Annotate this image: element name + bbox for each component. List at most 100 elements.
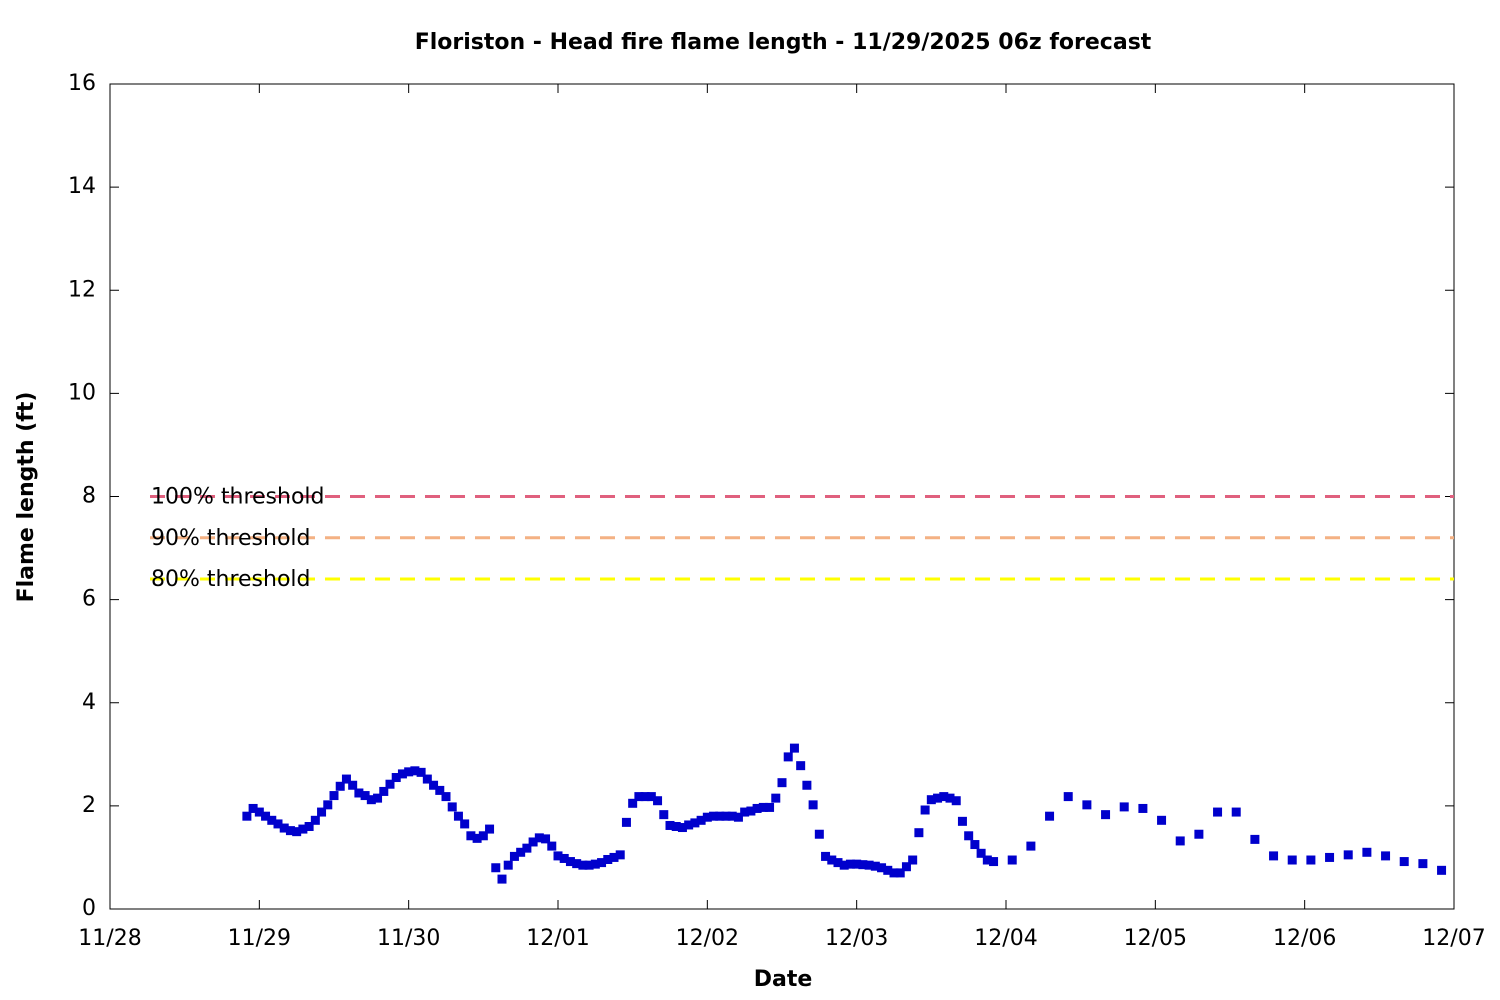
data-point <box>590 859 600 869</box>
data-point <box>1325 852 1335 862</box>
x-tick-label: 11/28 <box>78 926 141 951</box>
data-point <box>279 823 289 833</box>
data-point <box>366 795 376 805</box>
data-point <box>572 859 582 869</box>
y-tick-label: 14 <box>68 174 96 199</box>
data-point <box>883 865 893 875</box>
data-point <box>261 811 271 821</box>
data-point <box>435 785 445 795</box>
data-point <box>341 774 351 784</box>
data-point <box>597 858 607 868</box>
data-point <box>1045 811 1055 821</box>
data-point <box>497 874 507 884</box>
data-point <box>254 807 264 817</box>
data-point <box>267 815 277 825</box>
data-point <box>634 792 644 802</box>
data-point <box>901 862 911 872</box>
data-point <box>827 855 837 865</box>
data-point <box>285 826 295 836</box>
data-point <box>702 812 712 822</box>
data-point <box>503 860 513 870</box>
x-tick-label: 12/04 <box>974 926 1037 951</box>
data-point <box>1194 829 1204 839</box>
data-point <box>920 805 930 815</box>
data-point <box>460 819 470 829</box>
data-point <box>771 793 781 803</box>
data-point <box>721 811 731 821</box>
data-point <box>416 767 426 777</box>
y-tick-label: 10 <box>68 380 96 405</box>
data-point <box>677 823 687 833</box>
x-tick-label: 12/05 <box>1124 926 1187 951</box>
y-tick-label: 16 <box>68 71 96 96</box>
data-point <box>908 855 918 865</box>
data-point <box>1381 851 1391 861</box>
data-point <box>348 780 358 790</box>
data-point <box>317 807 327 817</box>
data-point <box>696 815 706 825</box>
data-point <box>982 855 992 865</box>
data-point <box>939 792 949 802</box>
data-point <box>1101 810 1111 820</box>
data-point <box>329 791 339 801</box>
data-point <box>565 857 575 867</box>
data-point <box>1082 800 1092 810</box>
data-point <box>852 859 862 869</box>
y-axis-label: Flame length (ft) <box>14 392 39 603</box>
data-point <box>864 860 874 870</box>
data-point <box>671 822 681 831</box>
data-point <box>360 791 370 801</box>
data-point <box>976 848 986 858</box>
data-point <box>933 793 943 803</box>
y-tick-label: 12 <box>68 277 96 302</box>
data-point <box>1213 807 1223 817</box>
data-point <box>354 788 364 798</box>
data-point <box>516 847 526 857</box>
data-point <box>385 779 395 789</box>
data-point <box>1026 841 1036 851</box>
data-point <box>758 802 768 812</box>
data-point <box>1175 836 1185 846</box>
data-point <box>466 831 476 841</box>
data-point <box>578 860 588 870</box>
chart-title: Floriston - Head fire flame length - 11/… <box>415 30 1152 55</box>
data-point <box>485 824 495 834</box>
y-tick-label: 0 <box>82 896 96 921</box>
data-point <box>1063 792 1073 802</box>
data-point <box>740 807 750 817</box>
data-point <box>889 868 899 878</box>
data-point <box>964 831 974 841</box>
data-point <box>441 792 451 802</box>
data-point <box>858 860 868 870</box>
y-tick-label: 4 <box>82 690 96 715</box>
data-point <box>833 858 843 868</box>
x-tick-label: 11/29 <box>228 926 291 951</box>
data-point <box>653 796 663 806</box>
y-tick-label: 2 <box>82 793 96 818</box>
data-point <box>808 800 818 810</box>
data-point <box>746 806 756 816</box>
data-point <box>1007 855 1017 865</box>
x-axis-label: Date <box>754 967 813 992</box>
x-tick-label: 11/30 <box>377 926 440 951</box>
data-point <box>715 811 725 821</box>
data-point <box>870 861 880 871</box>
data-point <box>553 851 563 861</box>
threshold-label: 90% threshold <box>151 526 311 551</box>
data-point <box>814 829 824 839</box>
data-point <box>410 766 420 776</box>
data-point <box>298 824 308 834</box>
data-point <box>397 769 407 779</box>
data-point <box>429 780 439 790</box>
data-point <box>926 795 936 805</box>
data-point <box>709 811 719 821</box>
y-tick-label: 6 <box>82 587 96 612</box>
data-point <box>547 841 557 851</box>
data-point <box>777 778 787 788</box>
x-tick-label: 12/07 <box>1422 926 1485 951</box>
data-point <box>640 792 650 802</box>
data-point <box>534 833 544 843</box>
data-point <box>684 820 694 830</box>
data-point <box>242 811 252 821</box>
